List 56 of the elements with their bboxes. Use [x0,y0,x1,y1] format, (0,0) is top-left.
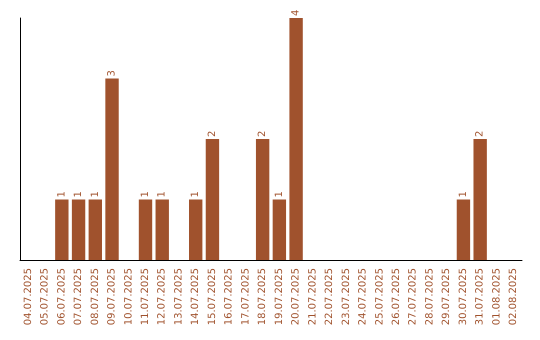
x-tick-label: 17.07.2025 [240,268,252,326]
x-tick-label: 23.07.2025 [340,268,352,326]
x-tick-label: 30.07.2025 [458,268,469,326]
x-tick-label: 12.07.2025 [156,268,168,326]
data-label: 1 [458,191,469,198]
data-label: 1 [274,191,285,198]
x-tick-label: 25.07.2025 [374,268,386,326]
x-tick-label: 28.07.2025 [424,268,436,326]
bar [256,139,270,260]
bar [55,200,69,260]
x-tick-label: 19.07.2025 [274,268,285,326]
bar [105,78,119,260]
x-tick-label: 16.07.2025 [224,268,235,326]
x-tick-label: 18.07.2025 [257,268,268,326]
data-label: 1 [73,191,84,198]
data-label: 2 [257,130,268,137]
x-tick-label: 10.07.2025 [123,268,134,326]
data-label: 2 [474,130,486,137]
bar [272,200,286,260]
x-tick-label: 27.07.2025 [408,268,419,326]
data-label: 1 [190,191,202,198]
x-tick-label: 11.07.2025 [140,268,151,326]
x-tick-label: 21.07.2025 [307,268,318,326]
x-tick-label: 29.07.2025 [441,268,452,326]
x-tick-label: 04.07.2025 [22,268,34,326]
bar [456,200,470,260]
bar [289,18,303,260]
bar [88,200,102,260]
x-tick-label: 06.07.2025 [56,268,68,326]
x-tick-label: 15.07.2025 [206,268,218,326]
data-label: 3 [106,70,118,76]
x-tick-label: 09.07.2025 [106,268,118,326]
x-tick-label: 24.07.2025 [358,268,369,326]
data-label: 1 [156,191,168,198]
bar [473,139,487,260]
data-label: 1 [140,191,151,198]
bar [156,200,169,260]
x-tick-label: 14.07.2025 [190,268,202,326]
x-tick-label: 31.07.2025 [474,268,486,326]
x-tick-label: 13.07.2025 [173,268,184,326]
x-tick-label: 22.07.2025 [324,268,336,326]
data-label: 1 [56,191,68,198]
bar [189,200,202,260]
bar [206,139,220,260]
bar [138,200,152,260]
x-tick-label: 02.08.2025 [508,268,520,326]
data-label: 4 [290,10,302,16]
x-tick-label: 26.07.2025 [391,268,402,326]
data-label: 2 [206,130,218,137]
x-tick-label: 07.07.2025 [73,268,84,326]
x-tick-label: 01.08.2025 [491,268,502,326]
bar [72,200,86,260]
x-tick-label: 05.07.2025 [40,268,51,326]
x-tick-label: 20.07.2025 [290,268,302,326]
data-label: 1 [90,191,101,198]
x-tick-label: 08.07.2025 [90,268,101,326]
